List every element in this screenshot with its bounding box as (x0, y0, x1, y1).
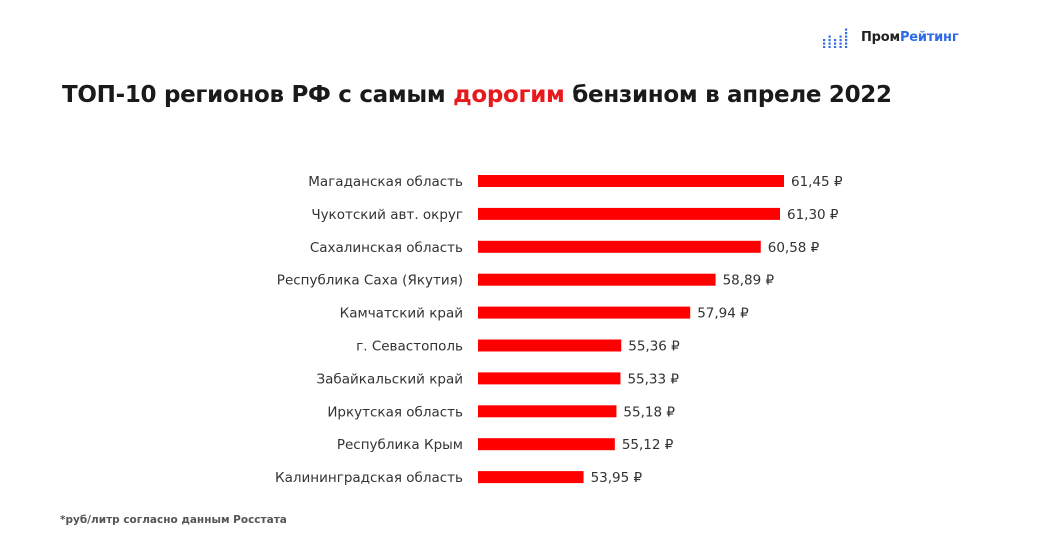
category-label: Забайкальский край (317, 371, 464, 387)
bar (478, 273, 716, 286)
category-label: Республика Саха (Якутия) (277, 273, 463, 289)
logo-text: ПромРейтинг (861, 29, 959, 45)
value-label: 55,36 ₽ (628, 339, 680, 355)
footnote: *руб/литр согласно данным Росстата (60, 514, 287, 526)
value-label: 60,58 ₽ (768, 240, 820, 256)
bar (478, 372, 621, 385)
bar (478, 306, 691, 319)
bar (478, 405, 617, 418)
value-label: 53,95 ₽ (591, 470, 643, 486)
bar (478, 240, 761, 253)
title-after: бензином в апреле 2022 (564, 82, 892, 108)
value-label: 55,12 ₽ (622, 437, 674, 453)
category-label: Иркутская область (327, 404, 463, 420)
category-label: Калининградская область (275, 470, 463, 486)
bar (478, 339, 622, 352)
category-label: Камчатский край (340, 306, 463, 322)
bar (478, 175, 784, 187)
logo-part1: Пром (861, 29, 900, 45)
value-label: 58,89 ₽ (723, 273, 775, 289)
value-label: 55,33 ₽ (627, 371, 679, 387)
category-label: Магаданская область (308, 174, 463, 190)
value-label: 57,94 ₽ (697, 306, 749, 322)
category-label: Сахалинская область (310, 240, 463, 256)
title-before: ТОП-10 регионов РФ с самым (62, 82, 454, 108)
chart-title: ТОП-10 регионов РФ с самым дорогим бензи… (62, 82, 892, 108)
value-label: 55,18 ₽ (623, 404, 675, 420)
bar (478, 207, 780, 220)
bar-dots-icon (823, 28, 848, 48)
value-label: 61,30 ₽ (787, 207, 839, 223)
bar (478, 438, 615, 451)
title-highlight: дорогим (453, 82, 565, 108)
logo-part2: Рейтинг (899, 29, 959, 45)
logo: ПромРейтинг (821, 26, 959, 48)
category-label: г. Севастополь (356, 339, 463, 355)
bar (478, 471, 584, 484)
category-label: Республика Крым (337, 437, 463, 453)
category-label: Чукотский авт. округ (311, 207, 463, 223)
value-label: 61,45 ₽ (791, 174, 843, 190)
